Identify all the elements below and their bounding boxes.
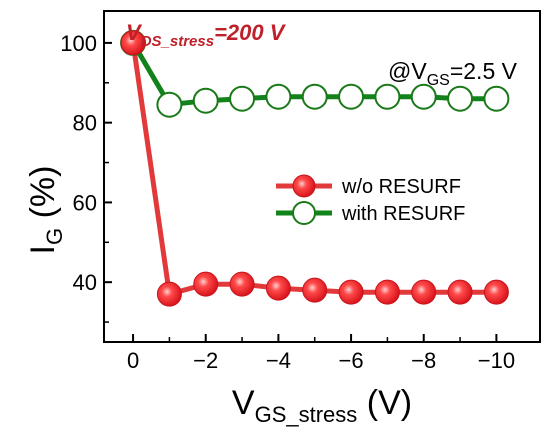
plot-frame — [103, 10, 541, 343]
x-axis-label-sub: GS_stress — [255, 402, 358, 427]
data-point-wo-resurf — [120, 30, 146, 56]
x-tick-label: −4 — [266, 348, 291, 373]
series-markers — [120, 29, 510, 307]
y-axis-label-unit: (%) — [24, 166, 62, 228]
x-axis-label-main: V — [232, 384, 255, 422]
data-point-wo-resurf — [302, 277, 328, 303]
data-point-with-resurf — [192, 87, 219, 114]
x-tick-label: −8 — [411, 348, 436, 373]
stress-annotation-rest: =200 V — [214, 20, 287, 45]
legend-label-with-resurf: with RESURF — [341, 203, 465, 225]
y-axis-label-sub: G — [42, 228, 67, 245]
y-tick-label: 100 — [60, 31, 97, 56]
x-tick-label: −2 — [193, 348, 218, 373]
y-tick-label: 40 — [73, 270, 97, 295]
stress-annotation-sub: DS_stress — [141, 33, 214, 50]
data-point-with-resurf — [410, 83, 437, 110]
legend: w/o RESURF with RESURF — [276, 174, 465, 225]
x-tick-label: 0 — [127, 348, 139, 373]
legend-marker-with-resurf — [292, 201, 316, 225]
x-tick-label: −6 — [339, 348, 364, 373]
data-point-wo-resurf — [156, 281, 182, 307]
condition-annotation: @VGS=2.5 V — [388, 58, 518, 89]
data-point-wo-resurf — [338, 279, 364, 305]
data-point-wo-resurf — [411, 279, 437, 305]
y-axis-label: IG (%) — [24, 166, 67, 255]
data-point-wo-resurf — [265, 275, 291, 301]
data-point-with-resurf — [156, 91, 183, 118]
x-axis-label: VGS_stress (V) — [232, 384, 412, 427]
stress-annotation-main: V — [126, 20, 143, 45]
condition-annotation-sub: GS — [427, 72, 450, 89]
y-axis-label-main: I — [24, 245, 62, 254]
data-point-with-resurf — [338, 83, 365, 110]
y-tick-label: 60 — [73, 190, 97, 215]
legend-label-wo-resurf: w/o RESURF — [341, 176, 461, 198]
data-point-with-resurf — [301, 83, 328, 110]
data-point-with-resurf — [374, 83, 401, 110]
data-point-wo-resurf — [483, 279, 509, 305]
data-point-wo-resurf — [447, 279, 473, 305]
axis-ticks: 0 −2 −4 −6 −8 −10 40 60 80 100 — [60, 31, 515, 373]
x-tick-label: −10 — [478, 348, 515, 373]
y-tick-label: 80 — [73, 111, 97, 136]
data-point-wo-resurf — [374, 279, 400, 305]
data-point-with-resurf — [483, 85, 510, 112]
data-point-with-resurf — [447, 85, 474, 112]
condition-annotation-rest: =2.5 V — [450, 58, 518, 84]
data-point-wo-resurf — [193, 271, 219, 297]
x-axis-label-unit: (V) — [357, 384, 412, 422]
condition-annotation-prefix: @V — [388, 58, 427, 84]
data-point-with-resurf — [265, 83, 292, 110]
data-point-wo-resurf — [229, 271, 255, 297]
data-point-with-resurf — [229, 85, 256, 112]
legend-marker-wo-resurf — [292, 174, 316, 198]
stress-annotation: VDS_stress=200 V — [126, 20, 287, 50]
